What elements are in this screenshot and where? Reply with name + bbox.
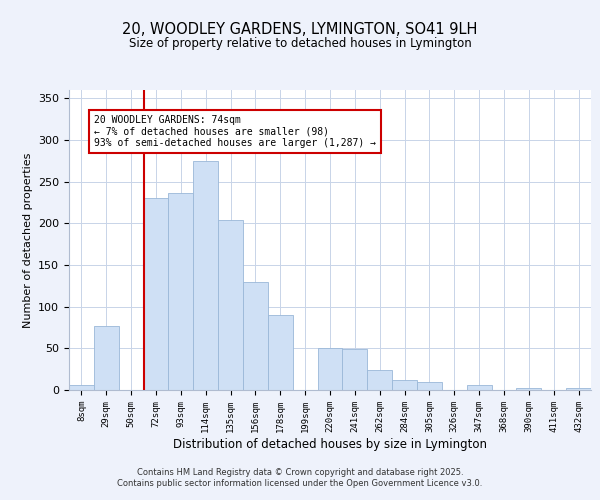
Bar — [367, 370, 392, 390]
Text: 20 WOODLEY GARDENS: 74sqm
← 7% of detached houses are smaller (98)
93% of semi-d: 20 WOODLEY GARDENS: 74sqm ← 7% of detach… — [94, 115, 376, 148]
Bar — [392, 380, 417, 390]
Bar — [94, 326, 119, 390]
Text: Size of property relative to detached houses in Lymington: Size of property relative to detached ho… — [128, 38, 472, 51]
Text: Contains HM Land Registry data © Crown copyright and database right 2025.
Contai: Contains HM Land Registry data © Crown c… — [118, 468, 482, 487]
Bar — [243, 282, 268, 390]
Bar — [143, 198, 169, 390]
Bar — [193, 161, 218, 390]
Text: 20, WOODLEY GARDENS, LYMINGTON, SO41 9LH: 20, WOODLEY GARDENS, LYMINGTON, SO41 9LH — [122, 22, 478, 38]
Bar — [566, 388, 591, 390]
X-axis label: Distribution of detached houses by size in Lymington: Distribution of detached houses by size … — [173, 438, 487, 450]
Bar — [218, 220, 243, 390]
Y-axis label: Number of detached properties: Number of detached properties — [23, 152, 32, 328]
Bar — [268, 315, 293, 390]
Bar — [69, 385, 94, 390]
Bar — [417, 382, 442, 390]
Bar — [467, 385, 491, 390]
Bar — [317, 348, 343, 390]
Bar — [343, 349, 367, 390]
Bar — [517, 388, 541, 390]
Bar — [169, 192, 193, 390]
